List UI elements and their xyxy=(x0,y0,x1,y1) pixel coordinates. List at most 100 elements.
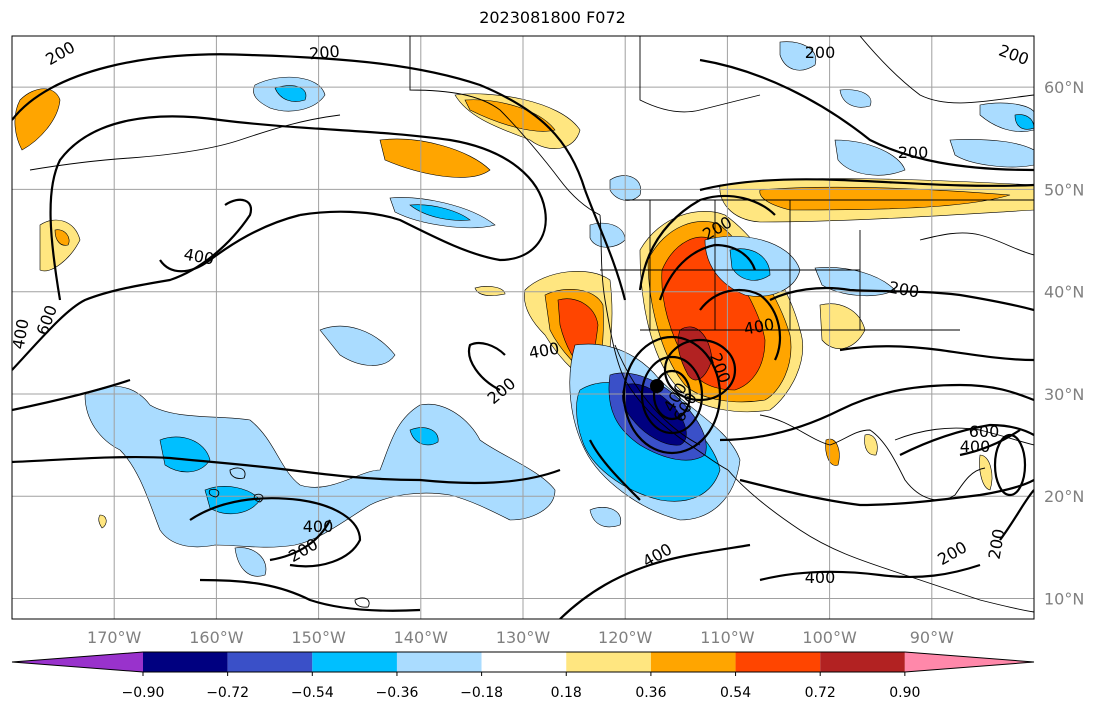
coastline xyxy=(919,232,1034,256)
contour-line xyxy=(12,378,131,412)
contour-line xyxy=(759,563,981,582)
colorbar-segment xyxy=(650,652,736,672)
longitude-tick-label: 150°W xyxy=(291,628,346,647)
contour-line xyxy=(189,497,362,568)
contour-line xyxy=(199,578,421,612)
cool-patch xyxy=(319,325,396,366)
colorbar-tick-label: −0.90 xyxy=(122,685,165,701)
warm-patch xyxy=(39,219,81,272)
cool-patch xyxy=(589,222,626,248)
colorbar-tick-label: −0.72 xyxy=(206,685,249,701)
cool-patch xyxy=(409,204,471,221)
contour-line xyxy=(589,439,641,501)
low-center-marker xyxy=(650,379,664,393)
cool-patch xyxy=(779,41,817,71)
contour-line xyxy=(999,489,1034,541)
contour-label: 400 xyxy=(9,317,33,350)
cool-patch xyxy=(1014,114,1034,130)
contour-line xyxy=(269,519,331,562)
island xyxy=(354,597,370,608)
longitude-tick-label: 170°W xyxy=(87,628,142,647)
contour-line xyxy=(739,478,1034,507)
longitude-tick-label: 140°W xyxy=(394,628,449,647)
contour-label: 200 xyxy=(42,37,78,69)
colorbar-tick-label: −0.18 xyxy=(460,685,503,701)
cool-patch xyxy=(839,89,872,108)
colorbar-segment xyxy=(396,652,482,672)
latitude-tick-label: 30°N xyxy=(1044,385,1084,404)
contour-line xyxy=(652,369,692,421)
contour-label: 200 xyxy=(805,43,836,62)
contour-label: 200 xyxy=(985,527,1009,560)
contour-label: 200 xyxy=(996,41,1031,69)
colorbar-tick-label: 0.36 xyxy=(635,685,666,701)
contour-label: 400 xyxy=(960,437,991,456)
warm-patch xyxy=(825,438,840,466)
cool-patch xyxy=(589,506,622,528)
contour-line xyxy=(559,543,751,619)
contour-line xyxy=(159,213,301,273)
contour-label: 600 xyxy=(33,303,61,338)
contour-line xyxy=(993,433,1027,497)
contour-label: 400 xyxy=(303,517,334,536)
warm-patch xyxy=(379,138,491,178)
contour-line xyxy=(640,355,704,435)
colorbar-tick-label: −0.54 xyxy=(291,685,334,701)
island xyxy=(253,493,264,503)
contour-line xyxy=(638,194,776,291)
colorbar-tick-label: 0.18 xyxy=(551,685,582,701)
contour-label: 600 xyxy=(969,422,1000,441)
height-contours xyxy=(12,53,1034,619)
contour-line xyxy=(658,243,757,301)
contour-line xyxy=(719,383,1034,442)
colorbar-segment xyxy=(904,652,1034,672)
cool-patch xyxy=(729,248,771,281)
warm-patch xyxy=(54,229,70,246)
contour-label: 200 xyxy=(934,537,970,569)
cool-patch xyxy=(234,547,267,577)
warm-patch xyxy=(819,303,866,349)
colorbar-segment xyxy=(566,652,651,672)
warm-patch xyxy=(979,454,993,491)
latitude-tick-label: 50°N xyxy=(1044,180,1084,199)
island xyxy=(208,488,220,498)
cool-patch xyxy=(409,427,439,446)
longitude-tick-label: 120°W xyxy=(598,628,653,647)
cool-patch xyxy=(159,436,211,473)
contour-line xyxy=(699,178,1034,192)
coastline xyxy=(639,36,761,113)
colorbar-segment xyxy=(735,652,821,672)
contour-line xyxy=(12,455,561,485)
coastline xyxy=(859,36,1034,104)
latitude-tick-label: 40°N xyxy=(1044,283,1084,302)
latitude-tick-label: 60°N xyxy=(1044,78,1084,97)
colorbar-segment xyxy=(312,652,397,672)
contour-label: 200 xyxy=(308,42,340,64)
contour-line xyxy=(12,53,587,191)
longitude-tick-label: 160°W xyxy=(189,628,244,647)
cool-patch xyxy=(84,386,556,548)
coastline xyxy=(409,36,601,216)
colorbar xyxy=(11,651,1035,673)
colorbar-tick-label: 0.54 xyxy=(720,685,751,701)
coastlines xyxy=(29,36,1034,613)
island xyxy=(229,467,246,479)
cool-patch xyxy=(949,139,1034,168)
contour-line xyxy=(769,286,1034,312)
warm-patch xyxy=(14,88,61,151)
colorbar-tick-label: 0.72 xyxy=(805,685,836,701)
warm-patch xyxy=(864,434,878,456)
contour-line xyxy=(467,341,506,391)
longitude-tick-label: 90°W xyxy=(910,628,954,647)
contour-line xyxy=(12,198,253,371)
warm-patch xyxy=(474,286,506,296)
colorbar-segment xyxy=(227,652,313,672)
latitude-tick-labels: 10°N 20°N 30°N 40°N 50°N 60°N xyxy=(1044,78,1084,608)
contour-line xyxy=(663,338,737,402)
contour-line xyxy=(899,423,1034,456)
contour-line xyxy=(959,429,1021,457)
lat-lon-grid xyxy=(12,36,1034,619)
colorbar-tick-label: −0.36 xyxy=(375,685,418,701)
colorbar-tick-labels: −0.90 −0.72 −0.54 −0.36 −0.18 0.18 0.36 0.54 0.7… xyxy=(122,672,920,701)
